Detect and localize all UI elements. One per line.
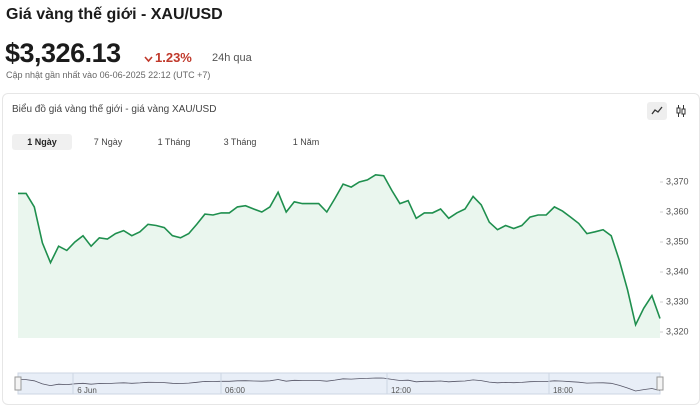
chart-mode [647, 102, 691, 120]
candle-mode[interactable] [671, 102, 691, 120]
navigator-handle [656, 376, 664, 391]
change: 1.23% [144, 50, 192, 65]
navigator-label: 6 Jun [77, 386, 97, 395]
navigator-label: 06:00 [225, 386, 246, 395]
down-arrow [144, 56, 153, 62]
price: $3,326.13 [5, 38, 121, 68]
y-tick-label: 3,350 [666, 236, 689, 246]
range-tab[interactable]: 1 Năm [292, 137, 320, 147]
panel-title: Biểu đồ giá vàng thế giới - giá vàng XAU… [12, 104, 217, 115]
navigator-label: 18:00 [553, 386, 574, 395]
range-tab[interactable]: 7 Ngày [93, 137, 123, 147]
y-tick-label: 3,360 [666, 206, 689, 216]
area [18, 174, 660, 338]
price-line [18, 173, 661, 328]
change-value: 1.23% [155, 50, 192, 65]
page-title: Giá vàng thế giới - XAU/USD [6, 6, 223, 23]
y-tick-label: 3,330 [666, 296, 689, 306]
navigator-line [18, 377, 661, 392]
y-tick-label: 3,370 [666, 176, 689, 186]
change-period: 24h qua [212, 52, 252, 64]
range-tab[interactable]: 3 Tháng [223, 137, 257, 147]
y-tick-label: 3,340 [666, 266, 689, 276]
range-tab[interactable]: 1 Tháng [157, 137, 191, 147]
range-tab[interactable]: 1 Ngày [12, 134, 72, 150]
line-mode[interactable] [647, 102, 667, 120]
range-tabs: 1 Ngày 7 Ngày 1 Tháng 3 Tháng 1 Năm [12, 134, 336, 150]
navigator-label: 12:00 [391, 386, 412, 395]
y-tick-label: 3,320 [666, 326, 689, 336]
navigator-handle [14, 376, 22, 391]
updated: Cập nhật gần nhất vào 06-06-2025 22:12 (… [6, 70, 211, 80]
